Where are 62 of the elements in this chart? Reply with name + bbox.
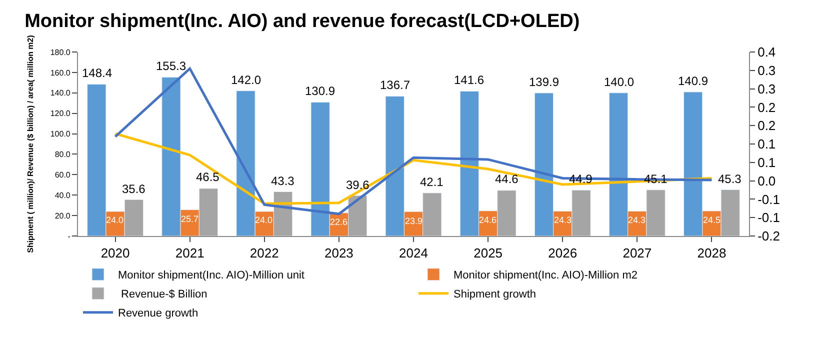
data-label: 140.0 <box>604 75 634 89</box>
data-label: 24.3 <box>628 215 646 225</box>
data-label: 35.6 <box>122 182 146 196</box>
data-label: 155.3 <box>156 59 186 73</box>
x-tick-label: 2021 <box>175 246 204 261</box>
x-tick-label: 2020 <box>100 246 130 261</box>
x-tick-label: 2026 <box>548 246 578 261</box>
legend-label: Revenue-$ Billion <box>118 288 208 301</box>
data-label: 140.9 <box>678 74 708 88</box>
data-label: 24.3 <box>554 215 572 225</box>
data-label: 39.6 <box>346 178 370 192</box>
data-label: 44.6 <box>495 172 519 186</box>
x-tick-label: 2028 <box>697 246 726 261</box>
data-label: 22.6 <box>330 217 348 227</box>
y2-tick-label: 0.3 <box>758 81 776 96</box>
y2-tick-label: 0.4 <box>758 44 776 60</box>
y2-tick-label: 0.2 <box>758 100 776 115</box>
y-axis-title: Shipment ( million)/ Revenue ($ billion) / area( million m2) <box>26 34 36 253</box>
y-tick-label: 40.0 <box>54 190 71 200</box>
chart-title: Monitor shipment(Inc. AIO) and revenue forecast(LCD+OLED) <box>24 10 580 32</box>
y-tick-label: 180.0 <box>50 48 71 57</box>
y2-tick-label: -0.2 <box>758 228 780 244</box>
x-tick-label: 2022 <box>250 246 279 261</box>
legend-label: Monitor shipment(Inc. AIO)-Million m2 <box>454 270 638 282</box>
y2-tick-label: -0.1 <box>758 210 780 226</box>
y-tick-label: 160.0 <box>50 68 71 78</box>
x-tick-label: 2027 <box>622 246 652 261</box>
data-label: 141.6 <box>454 73 484 87</box>
y2-tick-label: 0.2 <box>758 118 776 134</box>
data-label: 23.9 <box>405 216 423 226</box>
data-label: 24.5 <box>703 215 721 225</box>
y-tick-label: 140.0 <box>50 88 71 98</box>
data-label: 46.5 <box>196 170 220 184</box>
data-label: 45.3 <box>718 172 742 186</box>
y2-tick-label: 0.0 <box>758 173 776 188</box>
data-label: 24.0 <box>106 215 124 225</box>
data-label: 148.4 <box>82 66 112 80</box>
y-tick-label: 80.0 <box>54 150 71 160</box>
y-tick-label: - <box>68 232 71 241</box>
legend-label: Revenue growth <box>118 308 198 320</box>
y-tick-label: 100.0 <box>50 130 71 139</box>
y-tick-label: 120.0 <box>50 109 71 118</box>
y-tick-label: 20.0 <box>54 211 71 220</box>
y-tick-label: 60.0 <box>54 170 71 180</box>
data-label: 24.6 <box>479 215 497 225</box>
data-label: 43.3 <box>271 174 295 188</box>
x-tick-label: 2024 <box>399 246 428 261</box>
data-label: 130.9 <box>305 84 336 98</box>
data-label: 142.0 <box>231 73 262 87</box>
legend-label: Monitor shipment(Inc. AIO)-Million unit <box>118 270 304 282</box>
data-label: 24.0 <box>255 215 273 225</box>
y2-tick-label: 0.1 <box>758 154 776 170</box>
data-label: 139.9 <box>529 75 560 89</box>
data-label: 136.7 <box>380 78 410 92</box>
legend-label: Shipment growth <box>454 288 536 301</box>
y2-tick-label: 0.1 <box>758 136 776 152</box>
y2-tick-label: 0.3 <box>758 62 776 78</box>
data-label: 25.7 <box>181 214 199 224</box>
x-tick-label: 2023 <box>324 246 354 261</box>
y2-tick-label: -0.1 <box>758 192 780 207</box>
x-tick-label: 2025 <box>474 246 503 261</box>
data-label: 42.1 <box>420 175 444 189</box>
